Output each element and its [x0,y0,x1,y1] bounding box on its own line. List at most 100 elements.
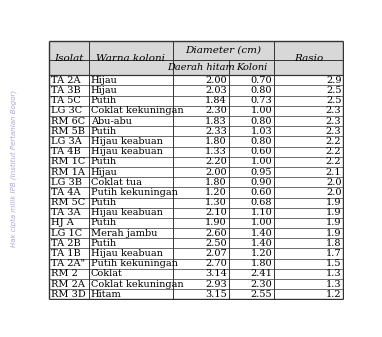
Text: 1.84: 1.84 [205,96,227,105]
Text: 0.68: 0.68 [251,198,272,207]
Text: 1.9: 1.9 [326,198,342,207]
Text: 1.9: 1.9 [326,229,342,238]
Text: 2.20: 2.20 [205,157,227,166]
Text: 1.80: 1.80 [205,178,227,187]
Text: RM 2: RM 2 [51,270,78,278]
Text: 0.80: 0.80 [251,137,272,146]
Text: 1.90: 1.90 [205,218,227,227]
Text: LG 1C: LG 1C [51,229,82,238]
Text: 2.00: 2.00 [205,76,227,85]
Text: 2.0: 2.0 [326,188,342,197]
Text: Hijau keabuan: Hijau keabuan [91,137,163,146]
Text: 1.8: 1.8 [326,239,342,248]
Text: 0.95: 0.95 [251,167,272,177]
Text: Putih kekuningan: Putih kekuningan [91,259,178,268]
Text: Merah jambu: Merah jambu [91,229,157,238]
Text: Rasio: Rasio [294,54,323,63]
Text: 1.00: 1.00 [251,157,272,166]
Text: Diameter (cm): Diameter (cm) [185,46,261,55]
Text: 0.73: 0.73 [251,96,272,105]
Text: 2.1: 2.1 [326,167,342,177]
Text: RM 1A: RM 1A [51,167,85,177]
Text: HJ A: HJ A [51,218,74,227]
Text: 0.60: 0.60 [251,188,272,197]
Text: TA 2A: TA 2A [51,76,81,85]
Text: 0.90: 0.90 [251,178,272,187]
Text: RM 2A: RM 2A [51,280,85,288]
Text: 2.60: 2.60 [205,229,227,238]
Text: 1.20: 1.20 [205,188,227,197]
Text: Hijau: Hijau [91,76,118,85]
Text: Daerah hitam: Daerah hitam [167,63,235,72]
Text: Putih: Putih [91,239,117,248]
Text: 1.80: 1.80 [251,259,272,268]
Text: 1.80: 1.80 [205,137,227,146]
Text: Putih: Putih [91,96,117,105]
Text: 1.10: 1.10 [251,208,272,217]
Text: 1.20: 1.20 [251,249,272,258]
Text: LG 3C: LG 3C [51,106,82,115]
Text: Hitam: Hitam [91,290,121,299]
Text: 1.40: 1.40 [251,229,272,238]
Text: 2.30: 2.30 [205,106,227,115]
Text: 1.03: 1.03 [251,127,272,136]
Text: 1.40: 1.40 [251,239,272,248]
Text: RM 5B: RM 5B [51,127,85,136]
Text: Coklat: Coklat [91,270,123,278]
Text: RM 6C: RM 6C [51,117,85,126]
Text: Coklat kekuningan: Coklat kekuningan [91,106,183,115]
Text: Hijau keabuan: Hijau keabuan [91,147,163,156]
Text: Putih: Putih [91,127,117,136]
Text: 1.00: 1.00 [251,106,272,115]
Text: RM 3D: RM 3D [51,290,86,299]
Text: Hijau keabuan: Hijau keabuan [91,208,163,217]
Text: 3.14: 3.14 [205,270,227,278]
Text: 2.5: 2.5 [326,96,342,105]
Text: TA 2B: TA 2B [51,239,81,248]
Text: 0.60: 0.60 [251,147,272,156]
Text: LG 3B: LG 3B [51,178,82,187]
Text: 2.70: 2.70 [205,259,227,268]
Text: Coklat kekuningan: Coklat kekuningan [91,280,183,288]
Bar [49,41,343,75]
Text: Putih: Putih [91,157,117,166]
Text: Isolat: Isolat [54,54,84,63]
Text: 2.0: 2.0 [326,178,342,187]
Text: 2.07: 2.07 [205,249,227,258]
Text: Hijau: Hijau [91,86,118,95]
Text: 1.9: 1.9 [326,218,342,227]
Text: Hijau: Hijau [91,167,118,177]
Text: 1.9: 1.9 [326,208,342,217]
Text: TA 3B: TA 3B [51,86,81,95]
Text: RM 1C: RM 1C [51,157,85,166]
Text: TA 3A: TA 3A [51,208,81,217]
Text: 2.3: 2.3 [326,106,342,115]
Text: Abu-abu: Abu-abu [91,117,132,126]
Text: Hijau keabuan: Hijau keabuan [91,249,163,258]
Text: 0.80: 0.80 [251,86,272,95]
Text: 1.2: 1.2 [326,290,342,299]
Text: 1.30: 1.30 [205,198,227,207]
Text: 2.2: 2.2 [326,147,342,156]
Text: TA 4A: TA 4A [51,188,81,197]
Text: RM 5C: RM 5C [51,198,85,207]
Text: Hak cipta milik IPB (Institut Pertanian Bogor): Hak cipta milik IPB (Institut Pertanian … [10,90,17,247]
Text: Putih: Putih [91,198,117,207]
Text: 2.5: 2.5 [326,86,342,95]
Text: LG 3A: LG 3A [51,137,82,146]
Text: Koloni: Koloni [236,63,267,72]
Text: 1.5: 1.5 [326,259,342,268]
Text: 2.55: 2.55 [251,290,272,299]
Text: Putih kekuningan: Putih kekuningan [91,188,178,197]
Text: TA 4B: TA 4B [51,147,81,156]
Text: 2.10: 2.10 [205,208,227,217]
Text: 1.7: 1.7 [326,249,342,258]
Text: 1.3: 1.3 [326,280,342,288]
Text: 3.15: 3.15 [205,290,227,299]
Text: 2.3: 2.3 [326,117,342,126]
Text: 2.00: 2.00 [205,167,227,177]
Text: 0.80: 0.80 [251,117,272,126]
Text: TA 1B: TA 1B [51,249,81,258]
Text: 2.3: 2.3 [326,127,342,136]
Text: TA 5C: TA 5C [51,96,81,105]
